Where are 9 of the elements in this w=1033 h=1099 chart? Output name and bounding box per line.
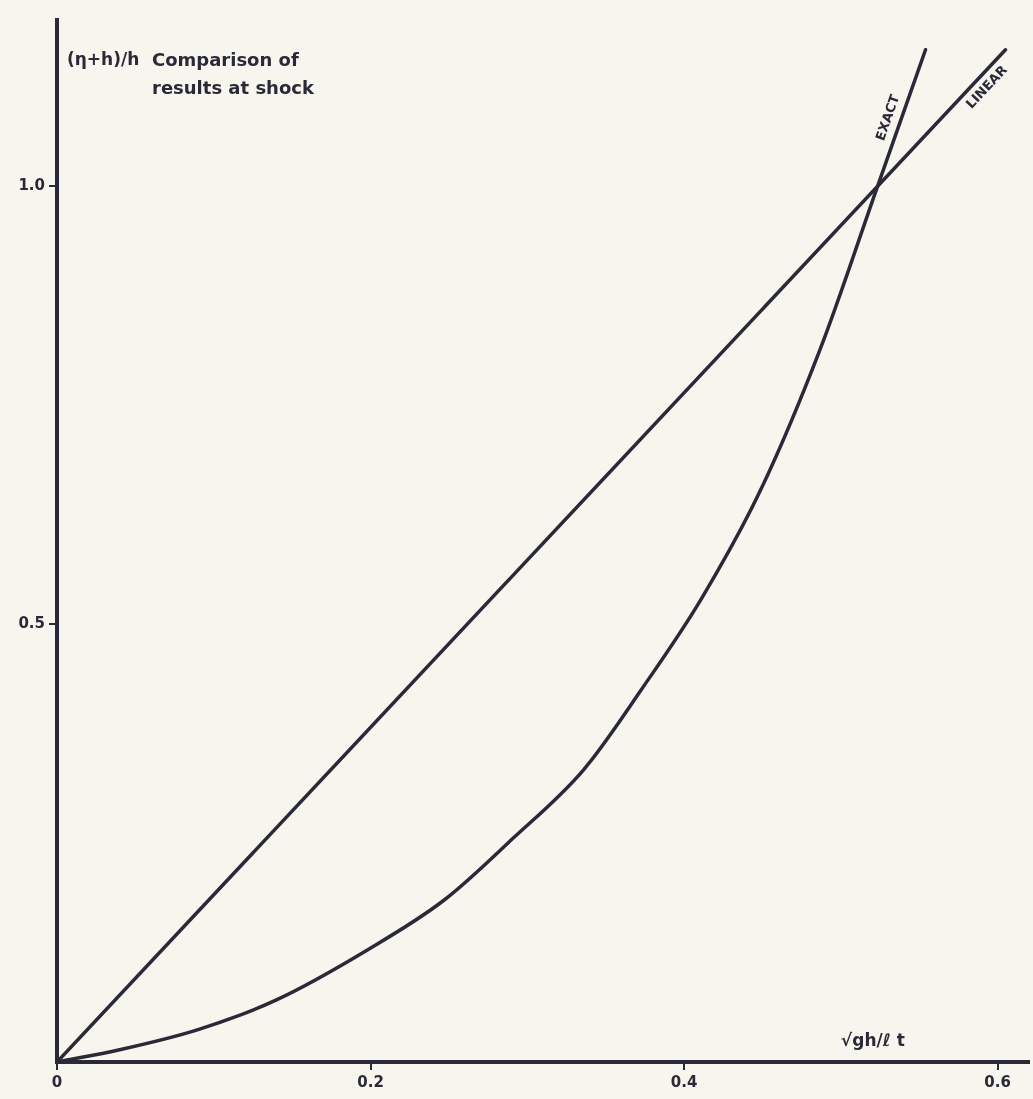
x-tick-label: 0.4	[670, 1072, 698, 1091]
y-tick-label: 1.0	[18, 176, 45, 195]
y-tick-label: 0.5	[18, 614, 45, 633]
x-tick-label: 0.2	[357, 1072, 384, 1091]
x-tick-label: 0	[51, 1072, 63, 1091]
y-axis-title: (η+h)/h	[67, 48, 140, 69]
x-axis-title: √gh/ℓ t	[840, 1029, 905, 1050]
text: Comparison of results at shock	[152, 48, 315, 98]
x-tick-label: 0.6	[984, 1072, 1011, 1091]
